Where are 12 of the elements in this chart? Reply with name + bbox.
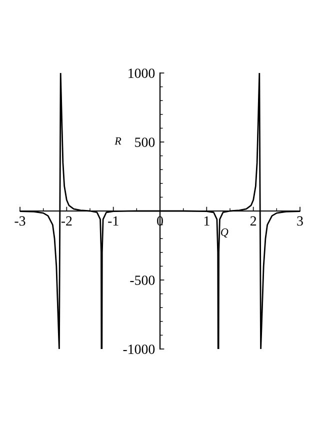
y-tick-label: -500 <box>130 276 155 285</box>
y-tick-label: 1000 <box>128 68 155 78</box>
y-tick-label: -1000 <box>123 344 155 354</box>
x-tick-label: 3 <box>297 216 303 226</box>
x-tick-label: -1 <box>108 216 118 226</box>
x-axis-title: Q <box>221 228 228 238</box>
x-tick-label: 2 <box>250 216 256 226</box>
x-tick-label: -2 <box>61 216 72 226</box>
x-tick-label: 1 <box>204 216 210 226</box>
y-tick-label: 500 <box>135 138 155 147</box>
y-axis-title: R <box>114 137 122 145</box>
x-tick-label: -3 <box>14 216 26 226</box>
